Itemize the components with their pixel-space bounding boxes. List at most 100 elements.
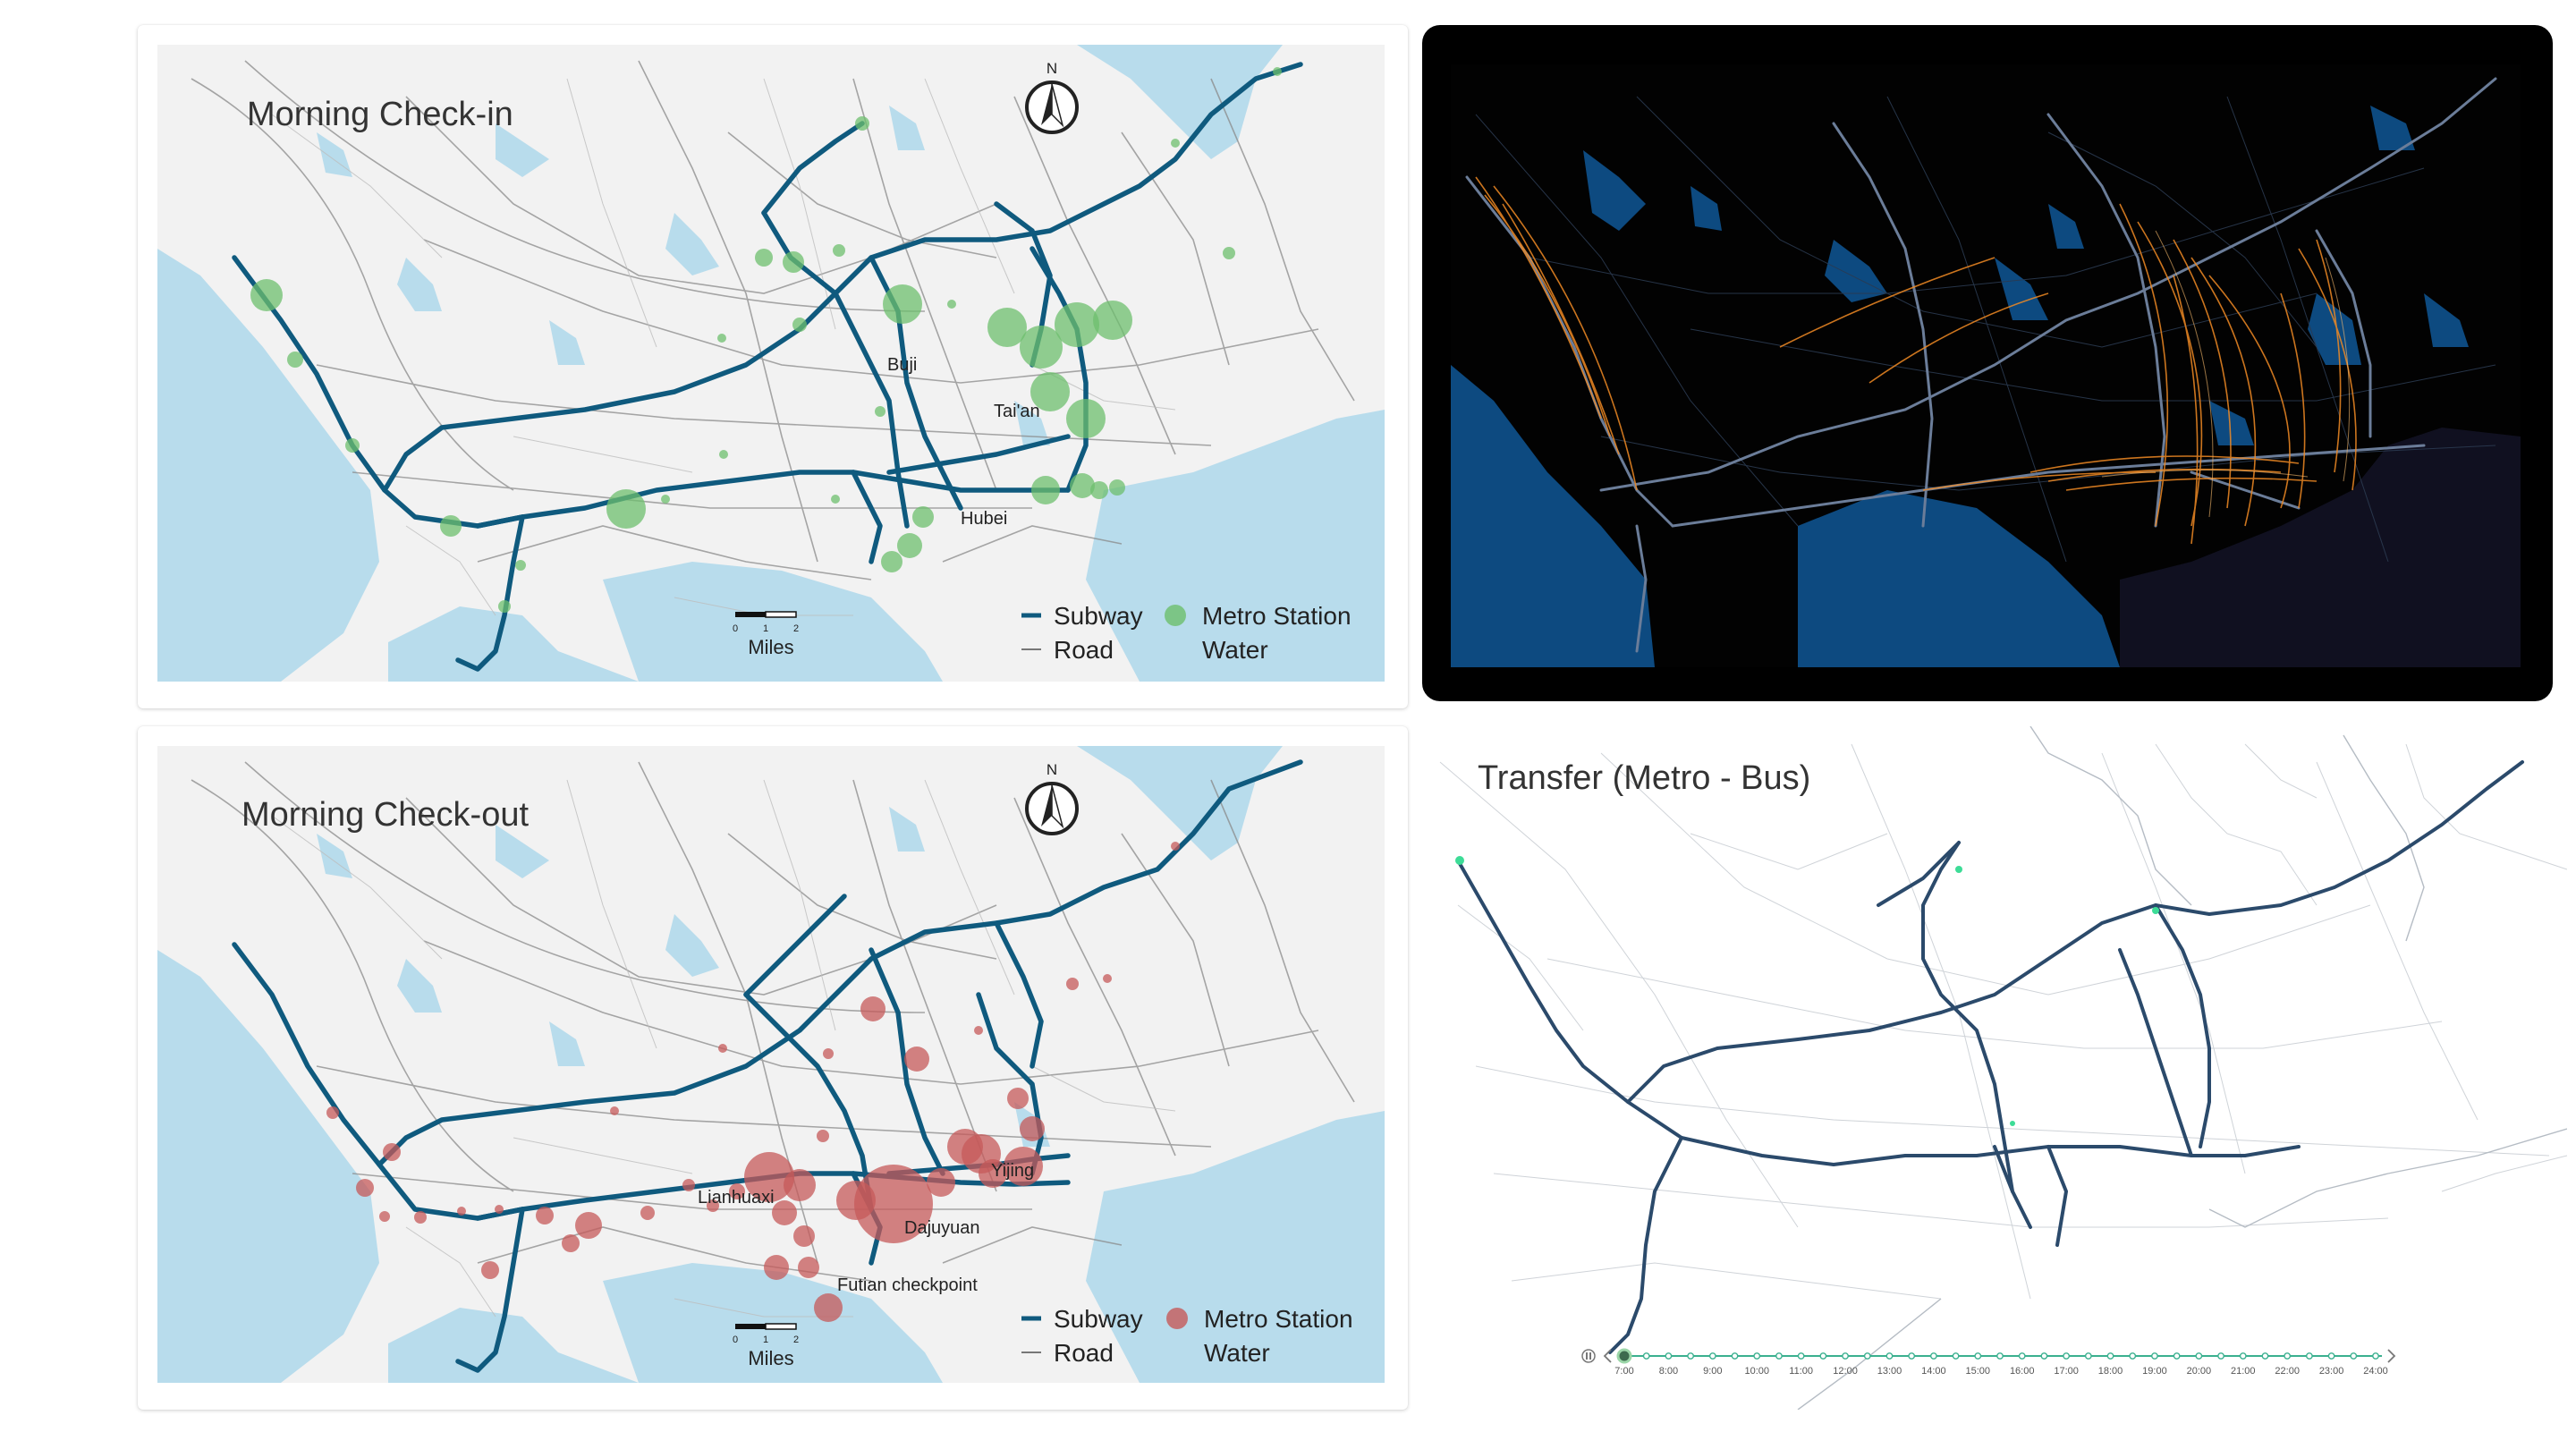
checkout-map: Morning Check-out N Lianhuaxi Dajuyuan Y… bbox=[157, 746, 1385, 1383]
timeline-tick[interactable] bbox=[2327, 1352, 2335, 1360]
subway-lines[interactable] bbox=[232, 62, 1303, 672]
timeline-label: 18:00 bbox=[2098, 1366, 2123, 1377]
flow-map bbox=[1451, 64, 2521, 667]
timeline-label: 22:00 bbox=[2275, 1366, 2300, 1377]
legend-subway: Subway bbox=[1054, 1305, 1143, 1333]
timeline-tick[interactable] bbox=[1731, 1352, 1739, 1360]
timeline-tick[interactable] bbox=[2106, 1352, 2114, 1360]
legend-station: Metro Station bbox=[1204, 1305, 1353, 1333]
timeline-labels: 7:00 8:00 9:00 10:00 11:00 12:00 13:00 14:00 15:… bbox=[1614, 1366, 2387, 1377]
timeline-label: 13:00 bbox=[1877, 1366, 1902, 1377]
station-legend-icon bbox=[1165, 605, 1186, 626]
timeline-tick[interactable] bbox=[1797, 1352, 1805, 1360]
timeline-label: 14:00 bbox=[1921, 1366, 1946, 1377]
timeline-tick[interactable] bbox=[2040, 1352, 2048, 1360]
timeline-tick[interactable] bbox=[2018, 1352, 2026, 1360]
timeline-ticks[interactable] bbox=[1616, 1348, 2379, 1364]
timeline-tick[interactable] bbox=[1996, 1352, 2004, 1360]
chevron-right-icon[interactable] bbox=[2387, 1349, 2396, 1363]
legend: Subway Metro Station Road Water bbox=[1021, 602, 1352, 664]
water-bodies bbox=[157, 746, 1385, 1383]
scale-unit: Miles bbox=[748, 1347, 793, 1369]
svg-text:0: 0 bbox=[733, 623, 738, 634]
timeline-label: 19:00 bbox=[2142, 1366, 2167, 1377]
svg-text:2: 2 bbox=[793, 623, 799, 634]
timeline-tick[interactable] bbox=[1665, 1352, 1673, 1360]
transfer-panel: Transfer (Metro - Bus) 7:00 8:00 9:00 10:00… bbox=[1422, 726, 2567, 1410]
timeline-label: 7:00 bbox=[1614, 1366, 1633, 1377]
timeline-tick[interactable] bbox=[2084, 1352, 2092, 1360]
timeline-tick[interactable] bbox=[2063, 1352, 2071, 1360]
timeline-tick[interactable] bbox=[2195, 1352, 2203, 1360]
timeline-tick[interactable] bbox=[2129, 1352, 2137, 1360]
timeline-tick[interactable] bbox=[1708, 1352, 1716, 1360]
timeline[interactable]: 7:00 8:00 9:00 10:00 11:00 12:00 13:00 14:00 15:… bbox=[1581, 1348, 2396, 1377]
timeline-tick[interactable] bbox=[1775, 1352, 1783, 1360]
station-legend-icon bbox=[1166, 1308, 1188, 1329]
compass: N bbox=[1025, 761, 1079, 835]
label-buji: Buji bbox=[887, 355, 917, 375]
flow-highlights bbox=[2101, 230, 2351, 518]
timeline-tick[interactable] bbox=[1974, 1352, 1982, 1360]
timeline-label: 10:00 bbox=[1744, 1366, 1769, 1377]
timeline-tick[interactable] bbox=[2305, 1352, 2313, 1360]
timeline-tick[interactable] bbox=[2217, 1352, 2224, 1360]
timeline-tick[interactable] bbox=[2261, 1352, 2269, 1360]
timeline-tick[interactable] bbox=[1842, 1352, 1849, 1360]
timeline-label: 8:00 bbox=[1659, 1366, 1678, 1377]
transfer-nodes[interactable] bbox=[1455, 856, 2159, 1126]
legend-subway: Subway bbox=[1054, 602, 1143, 630]
timeline-tick[interactable] bbox=[1753, 1352, 1761, 1360]
scale-unit: Miles bbox=[748, 636, 793, 658]
timeline-tick[interactable] bbox=[1908, 1352, 1916, 1360]
svg-text:2: 2 bbox=[793, 1335, 799, 1345]
timeline-label: 17:00 bbox=[2054, 1366, 2079, 1377]
compass-letter: N bbox=[1046, 60, 1057, 77]
timeline-label: 15:00 bbox=[1966, 1366, 1991, 1377]
timeline-tick[interactable] bbox=[1885, 1352, 1894, 1360]
timeline-handle[interactable] bbox=[1616, 1348, 1632, 1364]
transfer-title: Transfer (Metro - Bus) bbox=[1478, 759, 1810, 797]
chevron-left-icon[interactable] bbox=[1603, 1349, 1612, 1363]
transfer-major-roads bbox=[1797, 726, 2567, 1410]
timeline-tick[interactable] bbox=[1929, 1352, 1937, 1360]
label-hubei: Hubei bbox=[961, 509, 1007, 529]
timeline-tick[interactable] bbox=[1819, 1352, 1827, 1360]
timeline-tick[interactable] bbox=[2239, 1352, 2247, 1360]
transfer-roads bbox=[1439, 743, 2567, 1300]
label-yijing: Yijing bbox=[991, 1161, 1034, 1181]
checkin-panel: Morning Check-in N Buji Tai'an Hubei 0 1… bbox=[138, 25, 1408, 708]
timeline-tick[interactable] bbox=[1863, 1352, 1871, 1360]
timeline-tick[interactable] bbox=[2372, 1352, 2379, 1360]
metro-stations[interactable] bbox=[326, 842, 1180, 1322]
checkout-title: Morning Check-out bbox=[242, 796, 529, 834]
timeline-tick[interactable] bbox=[2151, 1352, 2158, 1360]
metro-stations[interactable] bbox=[250, 67, 1282, 613]
label-dajuyuan: Dajuyuan bbox=[904, 1218, 980, 1238]
timeline-tick[interactable] bbox=[1952, 1352, 1960, 1360]
scale-bar: 0 1 2 Miles bbox=[733, 611, 799, 658]
svg-text:1: 1 bbox=[763, 1335, 768, 1345]
timeline-label: 24:00 bbox=[2363, 1366, 2388, 1377]
timeline-label: 23:00 bbox=[2319, 1366, 2344, 1377]
timeline-tick[interactable] bbox=[2350, 1352, 2358, 1360]
legend-road: Road bbox=[1054, 636, 1114, 664]
legend-water: Water bbox=[1204, 1339, 1270, 1367]
timeline-label: 21:00 bbox=[2231, 1366, 2256, 1377]
svg-text:0: 0 bbox=[733, 1335, 738, 1345]
timeline-tick[interactable] bbox=[2284, 1352, 2292, 1360]
label-futian-checkpoint: Futian checkpoint bbox=[837, 1275, 978, 1295]
compass-letter: N bbox=[1046, 761, 1057, 778]
dark-sea bbox=[2120, 428, 2521, 667]
legend-water: Water bbox=[1202, 636, 1268, 664]
checkout-panel: Morning Check-out N Lianhuaxi Dajuyuan Y… bbox=[138, 726, 1408, 1410]
checkin-title: Morning Check-in bbox=[247, 96, 513, 133]
timeline-label: 11:00 bbox=[1789, 1366, 1813, 1377]
transfer-metro-lines[interactable] bbox=[1456, 760, 2524, 1354]
timeline-tick[interactable] bbox=[1687, 1352, 1695, 1360]
pause-icon[interactable] bbox=[1581, 1349, 1596, 1363]
timeline-tick[interactable] bbox=[1642, 1352, 1650, 1360]
timeline-label: 12:00 bbox=[1833, 1366, 1858, 1377]
timeline-tick[interactable] bbox=[2173, 1352, 2181, 1360]
minor-roads bbox=[271, 779, 1176, 1318]
